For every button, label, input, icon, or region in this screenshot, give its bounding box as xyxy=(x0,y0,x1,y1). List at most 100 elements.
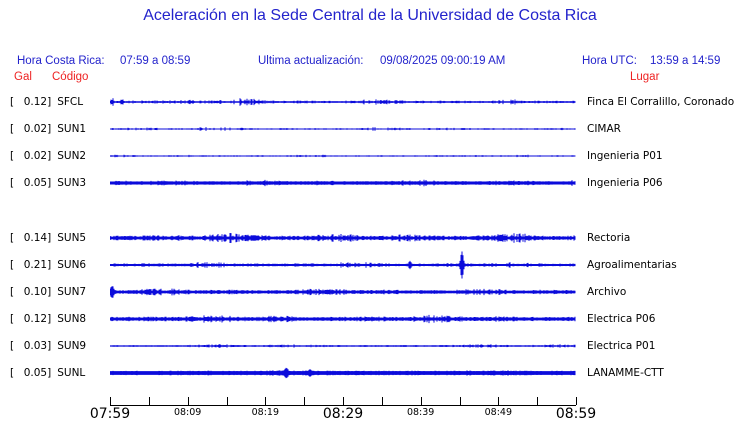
axis-tick-mark xyxy=(459,397,461,405)
axis-tick-mark xyxy=(304,397,306,405)
gal-value: 0.02 xyxy=(23,150,48,163)
axis-tick-mark xyxy=(343,397,344,405)
waveform-trace xyxy=(110,154,576,158)
station-code: SUN1 xyxy=(57,123,87,136)
gal-bracket-open: [ xyxy=(10,339,15,352)
waveform-trace xyxy=(110,367,576,379)
axis-tick-mark xyxy=(148,397,150,405)
gal-value: 0.03 xyxy=(23,339,48,352)
station-code: SUNL xyxy=(57,367,86,379)
station-place: Ingenieria P01 xyxy=(587,150,663,163)
station-code: SUN6 xyxy=(57,258,87,271)
local-time-label: Hora Costa Rica: xyxy=(17,55,105,67)
waveform-trace xyxy=(110,344,576,348)
gal-value: 0.21 xyxy=(23,258,48,271)
column-header-gal: Gal xyxy=(14,71,32,83)
station-place: CIMAR xyxy=(587,123,621,136)
gal-bracket-close: ] xyxy=(47,150,52,163)
channel-label: [0.14] SUN5 xyxy=(10,231,108,245)
gal-value: 0.12 xyxy=(23,96,48,108)
gal-bracket-open: [ xyxy=(10,123,15,136)
gal-bracket-close: ] xyxy=(47,339,52,352)
gal-bracket-open: [ xyxy=(10,312,15,325)
gal-bracket-close: ] xyxy=(47,312,52,325)
gal-bracket-close: ] xyxy=(47,367,52,379)
channel-label: [0.10] SUN7 xyxy=(10,285,108,299)
channel-label: [0.05] SUNL xyxy=(10,366,108,380)
waveform-trace xyxy=(110,285,576,298)
axis-tick-mark xyxy=(110,397,111,405)
station-code: SUN5 xyxy=(57,231,87,244)
page-title: Aceleración en la Sede Central de la Uni… xyxy=(143,7,597,24)
gal-bracket-close: ] xyxy=(47,123,52,136)
gal-bracket-open: [ xyxy=(10,96,15,108)
station-place: Finca El Corralillo, Coronado xyxy=(587,96,735,108)
channel-label: [0.03] SUN9 xyxy=(10,339,108,353)
axis-tick-mark xyxy=(498,397,500,405)
channel-label: [0.21] SUN6 xyxy=(10,258,108,272)
gal-bracket-close: ] xyxy=(47,96,52,108)
gal-value: 0.10 xyxy=(23,285,48,298)
waveform-trace xyxy=(110,127,576,131)
channel-label: [0.02] SUN2 xyxy=(10,149,108,163)
axis-tick-label: 08:59 xyxy=(555,406,597,422)
waveform-trace xyxy=(110,98,576,106)
waveform-trace xyxy=(110,251,576,279)
gal-bracket-close: ] xyxy=(47,177,52,190)
station-place: LANAMME-CTT xyxy=(587,367,664,379)
station-place: Agroalimentarias xyxy=(587,258,677,271)
gal-bracket-close: ] xyxy=(47,258,52,271)
gal-bracket-close: ] xyxy=(47,231,52,244)
gal-bracket-open: [ xyxy=(10,177,15,190)
axis-tick-mark xyxy=(226,397,228,405)
axis-tick-label: 07:59 xyxy=(89,406,131,422)
time-axis-line xyxy=(110,405,576,406)
gal-bracket-open: [ xyxy=(10,285,15,298)
gal-bracket-close: ] xyxy=(47,285,52,298)
station-place: Electrica P01 xyxy=(587,339,656,352)
gal-value: 0.12 xyxy=(23,312,48,325)
column-header-place: Lugar xyxy=(630,71,660,83)
gal-bracket-open: [ xyxy=(10,367,15,379)
gal-value: 0.05 xyxy=(23,367,48,379)
axis-tick-label: 08:39 xyxy=(406,407,435,418)
axis-tick-mark xyxy=(537,397,539,405)
local-time-value: 07:59 a 08:59 xyxy=(120,55,191,67)
channel-label: [0.02] SUN1 xyxy=(10,122,108,136)
axis-tick-mark xyxy=(265,397,267,405)
axis-tick-label: 08:19 xyxy=(251,407,280,418)
utc-time-value: 13:59 a 14:59 xyxy=(650,55,721,67)
waveform-trace xyxy=(110,232,576,243)
axis-tick-mark xyxy=(576,397,577,405)
station-code: SUN2 xyxy=(57,150,87,163)
axis-tick-label: 08:29 xyxy=(322,406,364,422)
axis-tick-mark xyxy=(381,397,383,405)
gal-bracket-open: [ xyxy=(10,258,15,271)
waveform-trace xyxy=(110,180,576,187)
station-code: SUN9 xyxy=(57,339,87,352)
station-place: Archivo xyxy=(587,285,627,298)
gal-value: 0.05 xyxy=(23,177,48,190)
channel-label: [0.12] SUN8 xyxy=(10,312,108,326)
station-code: SUN7 xyxy=(57,285,87,298)
last-update-value: 09/08/2025 09:00:19 AM xyxy=(380,55,506,67)
gal-bracket-open: [ xyxy=(10,231,15,244)
station-place: Electrica P06 xyxy=(587,312,656,325)
axis-tick-label: 08:09 xyxy=(173,407,202,418)
column-header-code: Código xyxy=(52,71,89,83)
channel-label: [0.12] SFCL xyxy=(10,95,108,109)
last-update-label: Ultima actualización: xyxy=(258,55,364,67)
station-code: SUN8 xyxy=(57,312,87,325)
station-code: SUN3 xyxy=(57,177,87,190)
axis-tick-mark xyxy=(420,397,422,405)
gal-bracket-open: [ xyxy=(10,150,15,163)
station-code: SFCL xyxy=(57,96,84,108)
station-place: Ingenieria P06 xyxy=(587,177,663,190)
waveform-trace xyxy=(110,314,576,323)
utc-time-label: Hora UTC: xyxy=(582,55,637,67)
axis-tick-mark xyxy=(187,397,189,405)
station-place: Rectoria xyxy=(587,231,631,244)
gal-value: 0.02 xyxy=(23,123,48,136)
gal-value: 0.14 xyxy=(23,231,48,244)
